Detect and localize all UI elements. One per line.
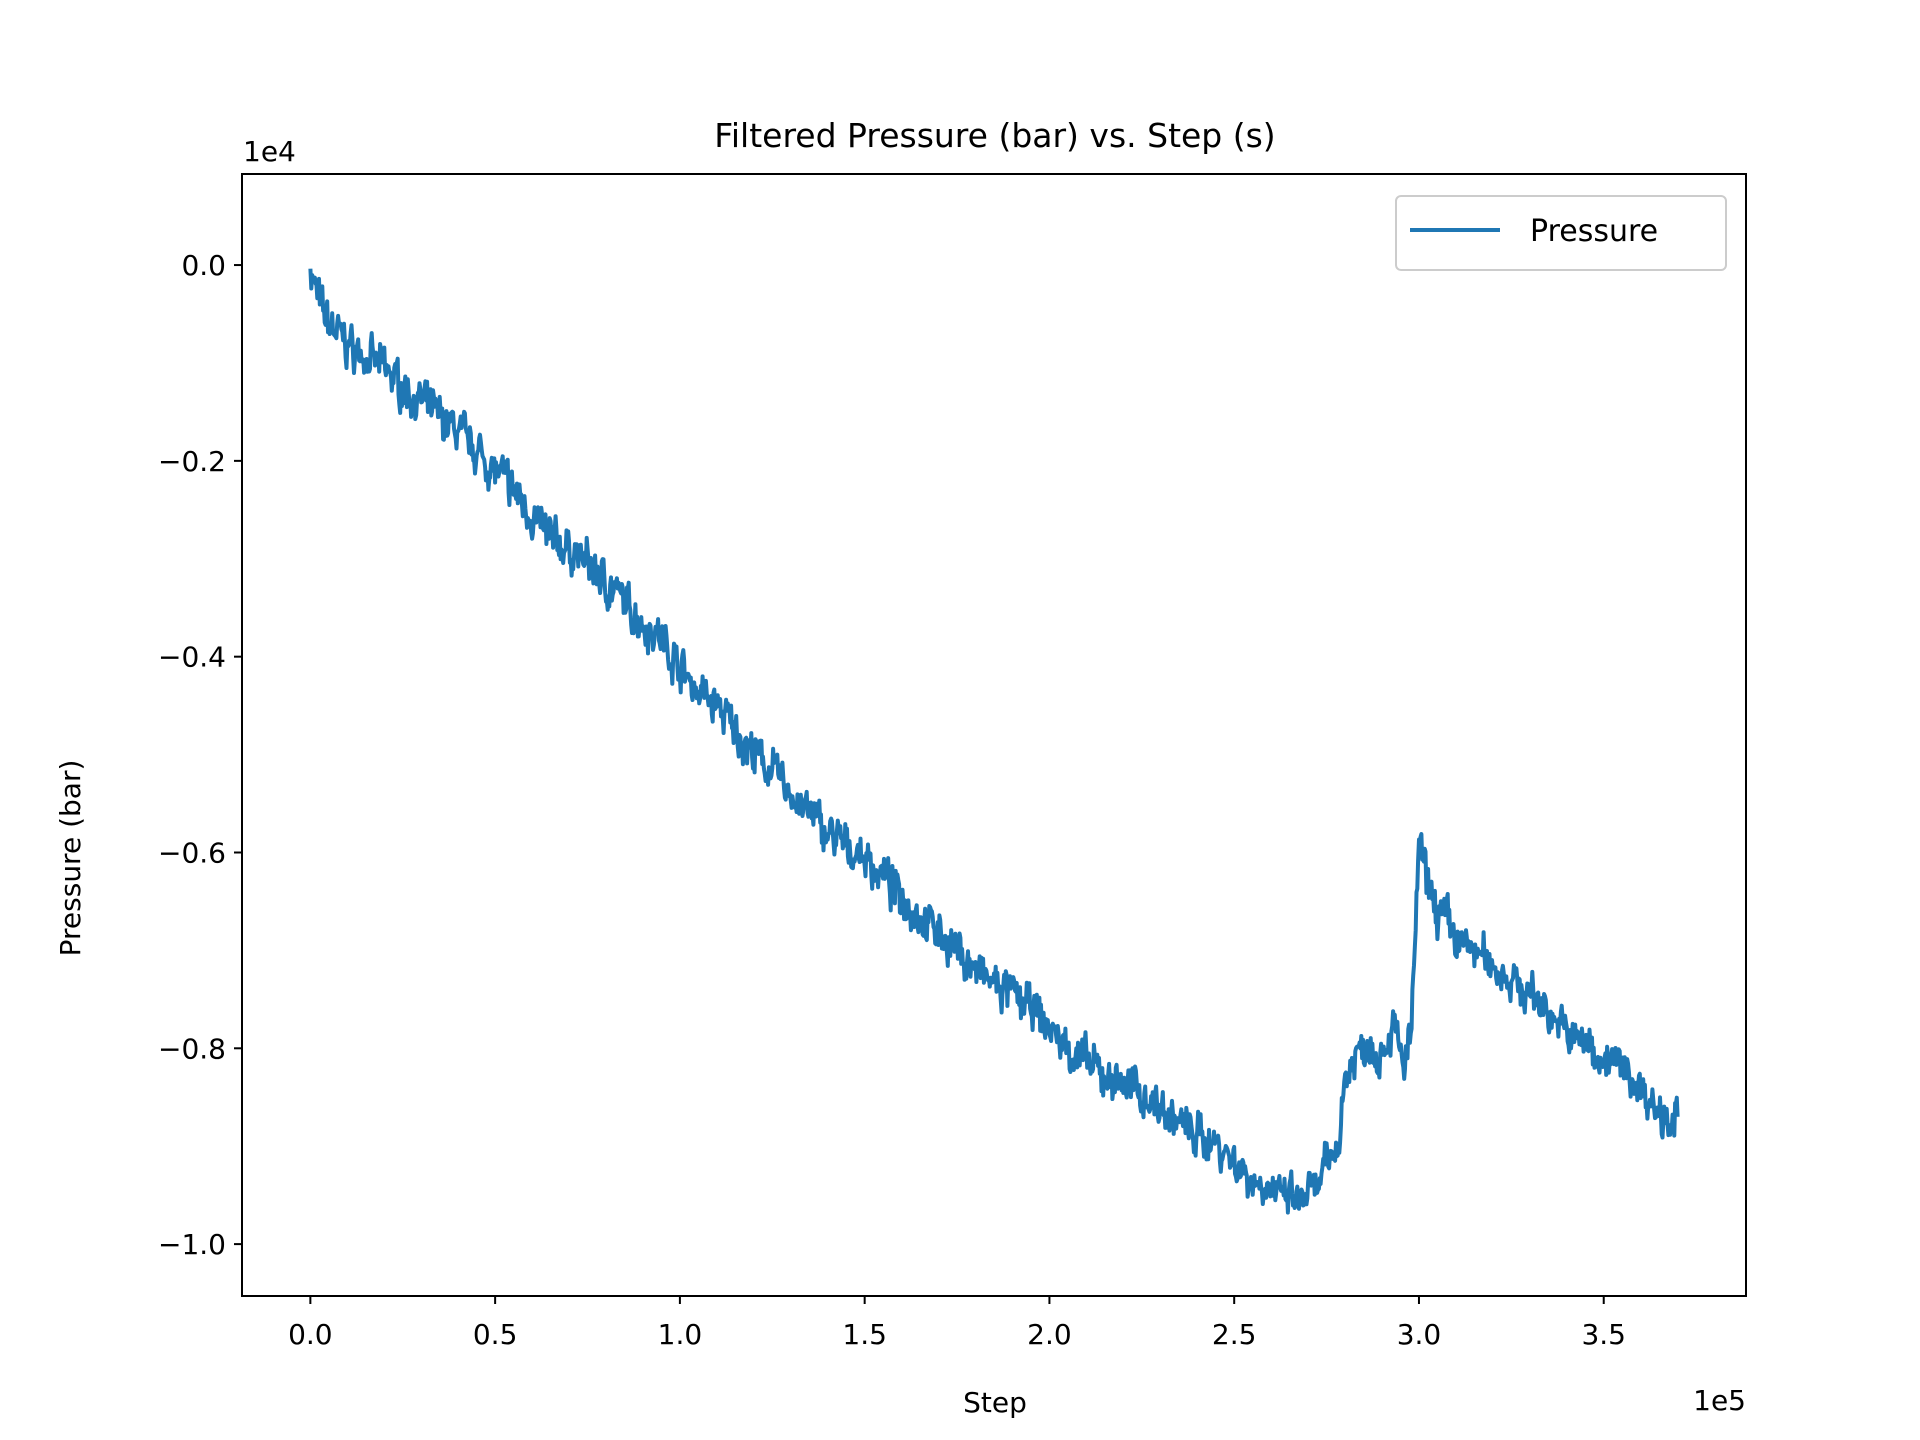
x-axis-label: Step [963, 1386, 1027, 1419]
legend-box [1395, 195, 1727, 271]
legend-label-pressure: Pressure [1530, 214, 1658, 249]
y-tick-label: 0.0 [181, 249, 226, 282]
chart-title: Filtered Pressure (bar) vs. Step (s) [714, 116, 1275, 155]
x-axis-scale-label: 1e5 [1693, 1384, 1746, 1417]
plot-frame [241, 173, 1747, 1297]
x-tick-label: 3.0 [1397, 1318, 1442, 1351]
x-tick-label: 2.5 [1212, 1318, 1257, 1351]
x-tick-label: 1.0 [658, 1318, 703, 1351]
y-tick-label: −0.4 [158, 641, 226, 674]
x-tick-label: 0.0 [288, 1318, 333, 1351]
y-tick-label: −0.2 [158, 445, 226, 478]
legend: Pressure [1395, 195, 1727, 271]
y-axis-label: Pressure (bar) [54, 760, 87, 957]
x-tick-label: 1.5 [842, 1318, 887, 1351]
y-axis: 0.0 −0.2 −0.4 −0.6 −0.8 −1.0 [158, 249, 242, 1261]
x-tick-label: 0.5 [473, 1318, 518, 1351]
y-tick-label: −0.8 [158, 1032, 226, 1065]
y-tick-label: −0.6 [158, 836, 226, 869]
x-axis: 0.0 0.5 1.0 1.5 2.0 2.5 3.0 3.5 [288, 1296, 1626, 1351]
x-tick-label: 2.0 [1027, 1318, 1072, 1351]
series-line-pressure [308, 268, 1680, 1215]
y-axis-scale-label: 1e4 [243, 135, 296, 168]
x-tick-label: 3.5 [1581, 1318, 1626, 1351]
y-tick-label: −1.0 [158, 1228, 226, 1261]
plot-area [241, 173, 1747, 1297]
